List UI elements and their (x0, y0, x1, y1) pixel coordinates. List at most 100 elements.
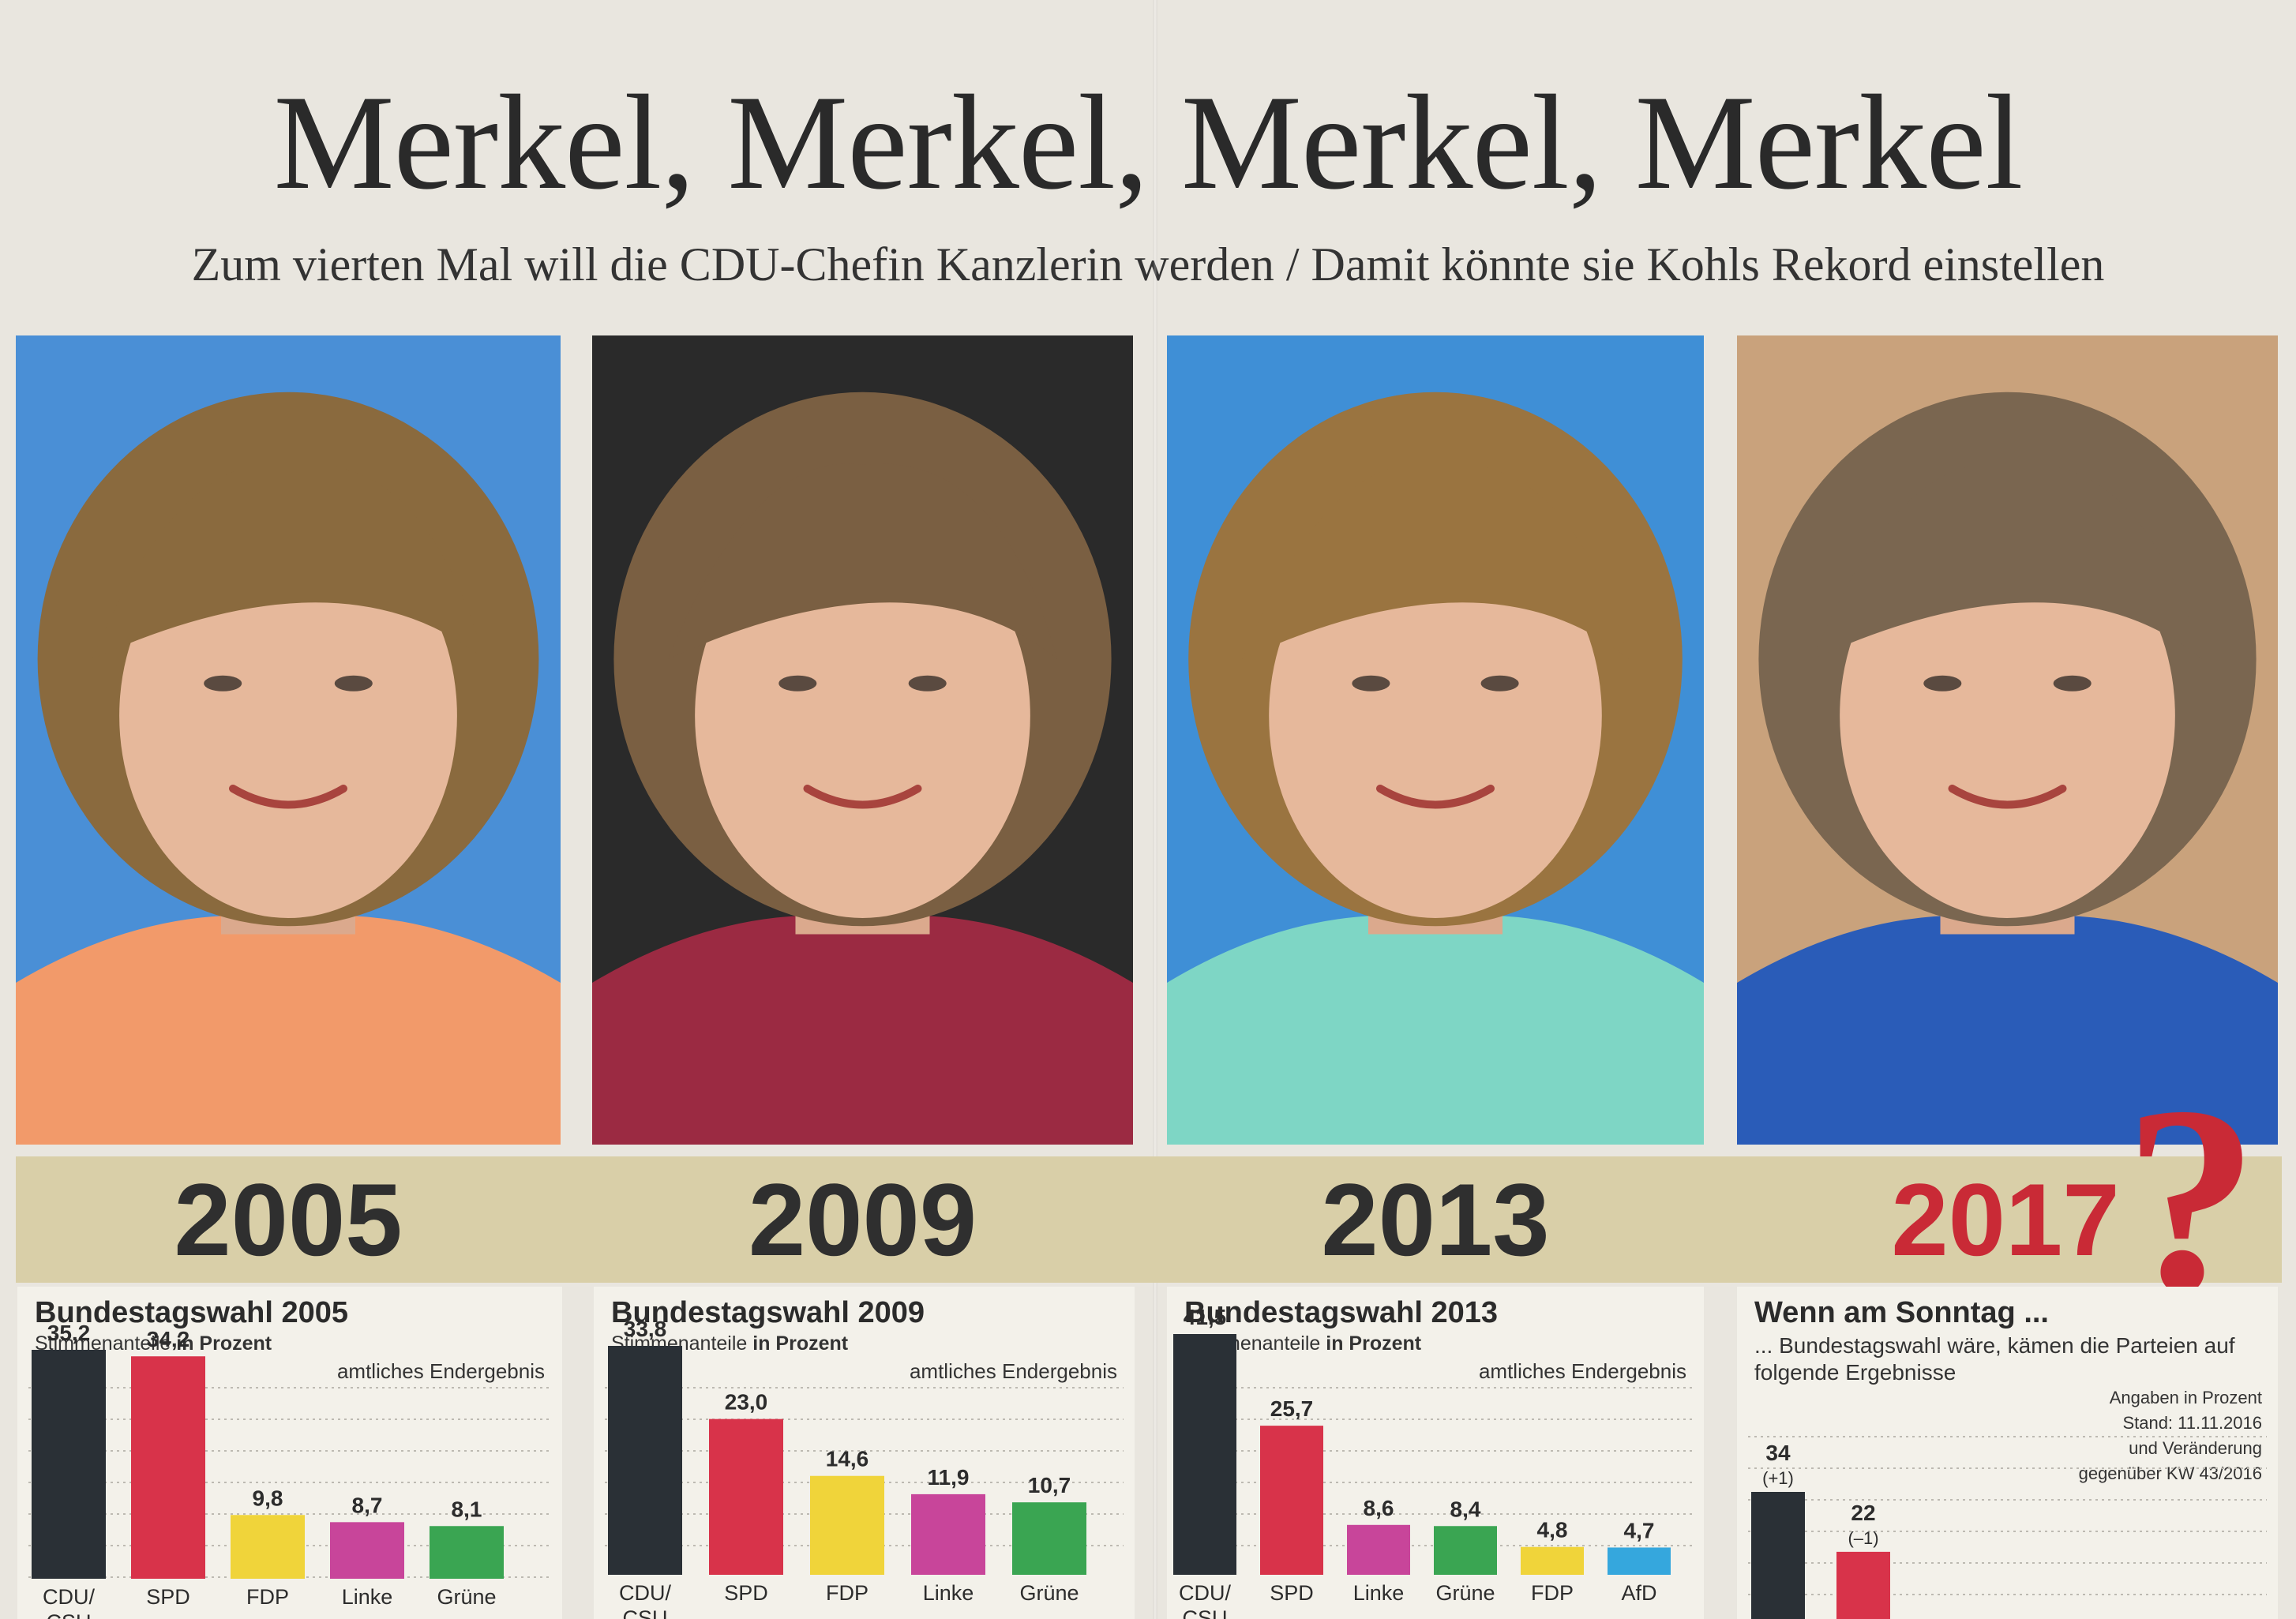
chart-value-label: 41,5 (1184, 1305, 1227, 1329)
bar-chart-poll: 34 (+1) 22 (–1) (1748, 1436, 2267, 1619)
chart-change-label: (–1) (1848, 1528, 1878, 1548)
portrait-eye-right (334, 675, 373, 691)
chart-category-label: Grüne (1435, 1581, 1495, 1605)
chart-note: amtliches Endergebnis (1478, 1359, 1686, 1383)
chart-bar (608, 1346, 682, 1575)
chart-value-label: 22 (1851, 1501, 1875, 1525)
chart-value-label: 35,2 (47, 1321, 91, 1345)
chart-value-label: 33,8 (624, 1317, 667, 1341)
headline: Merkel, Merkel, Merkel, Merkel (273, 68, 2024, 218)
chart-value-label: 34,2 (147, 1327, 190, 1351)
chart-value-label: 11,9 (928, 1465, 970, 1490)
bar-chart-2009: 33,8 CDU/CSU 23,0 SPD 14,6 FDP 11,9 Linke 10,7 Gr… (605, 1317, 1124, 1619)
year-2009: 2009 (748, 1162, 977, 1277)
chart-value-label: 4,8 (1537, 1518, 1568, 1542)
chart-subtitle: Stimmenanteile in Prozent (35, 1332, 272, 1355)
year-2005: 2005 (174, 1162, 403, 1277)
chart-bar (1521, 1546, 1584, 1575)
chart-note: amtliches Endergebnis (336, 1359, 545, 1383)
portrait-mouth (1948, 785, 2067, 809)
chart-value-label: 14,6 (826, 1447, 869, 1471)
portrait-2013 (1167, 335, 1704, 1145)
portrait-2005-image (16, 335, 561, 1145)
chart-bar (810, 1475, 884, 1575)
chart-category-label: CSU (46, 1610, 91, 1619)
portrait-bangs (1242, 463, 1629, 659)
year-band (16, 1156, 2282, 1283)
chart-bar (131, 1356, 205, 1579)
chart-category-label: SPD (1270, 1581, 1314, 1605)
chart-subtitle: ... Bundestagswahl wäre, kämen die Parte… (1754, 1333, 2235, 1385)
portrait-jacket (1167, 915, 1704, 1145)
chart-category-label: CSU (622, 1606, 667, 1619)
chart-title: Bundestagswahl 2009 (611, 1296, 925, 1329)
portrait-jacket (592, 915, 1133, 1145)
year-2017: 2017 (1891, 1162, 2120, 1277)
subheadline: Zum vierten Mal will die CDU-Chefin Kanz… (191, 238, 2105, 290)
chart-value-label: 10,7 (1028, 1473, 1071, 1497)
portrait-eye-left (204, 675, 242, 691)
chart-panel-2009: Bundestagswahl 2009 Stimmenanteile in Pr… (594, 1287, 1135, 1619)
chart-category-label: SPD (724, 1581, 768, 1605)
chart-category-label: Grüne (437, 1585, 496, 1609)
year-2013: 2013 (1321, 1162, 1550, 1277)
portrait-eye-right (2053, 675, 2092, 691)
chart-bar (1751, 1492, 1805, 1619)
portrait-2009-image (592, 335, 1133, 1145)
chart-category-label: CSU (1182, 1606, 1227, 1619)
chart-panel-poll: Wenn am Sonntag ... ... Bundestagswahl w… (1737, 1287, 2278, 1619)
chart-value-label: 9,8 (253, 1486, 283, 1510)
chart-panel-2013: Bundestagswahl 2013 Stimmenanteile in Pr… (1167, 1287, 1704, 1619)
chart-category-label: Linke (923, 1581, 974, 1605)
chart-bar (1836, 1551, 1890, 1619)
chart-category-label: CDU/ (1179, 1581, 1231, 1605)
chart-bar (709, 1418, 783, 1575)
page-fold (1153, 0, 1157, 1619)
chart-bar (231, 1515, 305, 1579)
chart-value-label: 8,4 (1450, 1497, 1481, 1521)
portrait-mouth (229, 785, 347, 809)
chart-bar (1608, 1547, 1671, 1575)
chart-bar (911, 1493, 985, 1575)
portrait-jacket (16, 915, 561, 1145)
chart-category-label: FDP (246, 1585, 289, 1609)
chart-bar (1012, 1502, 1086, 1575)
portrait-mouth (1376, 785, 1495, 809)
portrait-eye-left (1352, 675, 1390, 691)
portrait-2009 (592, 335, 1133, 1145)
portrait-bangs (667, 463, 1058, 659)
chart-value-label: 8,6 (1364, 1496, 1394, 1520)
chart-bar (1434, 1526, 1497, 1575)
chart-value-label: 34 (1765, 1441, 1791, 1465)
chart-value-label: 4,7 (1624, 1518, 1655, 1542)
portrait-jacket (1737, 915, 2278, 1145)
chart-change-label: (+1) (1762, 1468, 1794, 1488)
chart-category-label: SPD (146, 1585, 190, 1609)
chart-value-label: 25,7 (1270, 1396, 1314, 1421)
chart-bar (430, 1526, 504, 1579)
portrait-2013-image (1167, 335, 1704, 1145)
chart-bar (330, 1522, 404, 1579)
chart-note: amtliches Endergebnis (909, 1359, 1117, 1383)
chart-category-label: Linke (1353, 1581, 1405, 1605)
portrait-mouth (803, 785, 922, 809)
chart-value-label: 8,7 (352, 1493, 383, 1517)
chart-category-label: FDP (1531, 1581, 1574, 1605)
chart-note: Angaben in Prozent Stand: 11.11.2016 und… (2078, 1388, 2262, 1483)
portrait-eye-left (778, 675, 817, 691)
chart-category-label: AfD (1621, 1581, 1656, 1605)
chart-category-label: Grüne (1019, 1581, 1079, 1605)
chart-title: Bundestagswahl 2005 (35, 1296, 349, 1329)
chart-category-label: FDP (826, 1581, 869, 1605)
chart-category-label: Linke (342, 1585, 393, 1609)
chart-value-label: 8,1 (452, 1497, 482, 1521)
portrait-eye-right (908, 675, 947, 691)
portrait-eye-right (1480, 675, 1519, 691)
chart-bar (1173, 1334, 1236, 1575)
bar-chart-2005: 35,2 CDU/CSU 34,2 SPD 9,8 FDP 8,7 Linke 8,1 Grüne (28, 1321, 551, 1619)
portrait-2017-image (1737, 335, 2278, 1145)
chart-category-label: CDU/ (43, 1585, 95, 1609)
portrait-bangs (92, 463, 485, 659)
chart-title: Bundestagswahl 2013 (1184, 1296, 1499, 1329)
chart-category-label: CDU/ (619, 1581, 671, 1605)
